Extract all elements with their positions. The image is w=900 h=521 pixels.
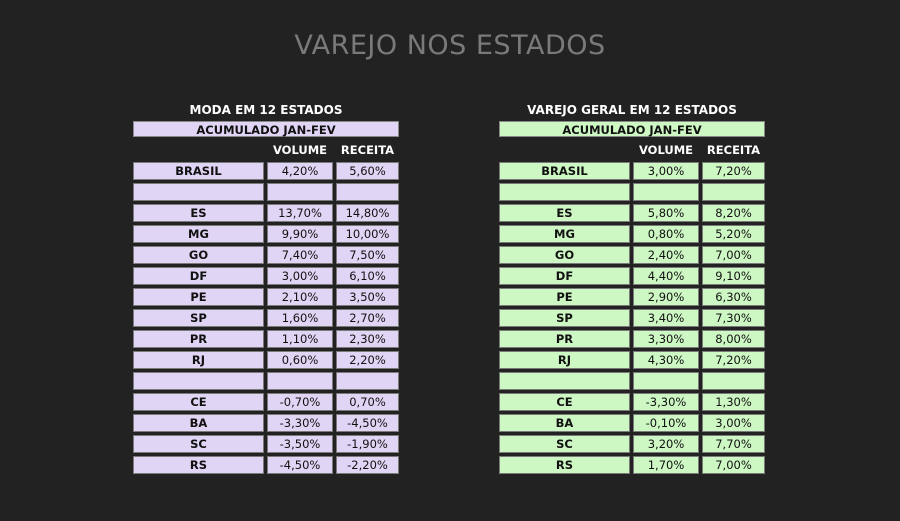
cell-volume: 1,60% [267,309,333,327]
row-label: DF [499,267,630,285]
cell-receita: 0,70% [336,393,399,411]
row-label [499,372,630,390]
cell-receita: -2,20% [336,456,399,474]
table-title: VAREJO GERAL EM 12 ESTADOS [527,103,737,117]
row-label [133,183,264,201]
cell-volume: 3,00% [267,267,333,285]
cell-volume: 2,90% [633,288,699,306]
row-label: PE [133,288,264,306]
cell-receita: 7,70% [702,435,765,453]
row-label: GO [499,246,630,264]
cell-volume: 13,70% [267,204,333,222]
row-label: RS [499,456,630,474]
row-label: CE [499,393,630,411]
cell-receita: 9,10% [702,267,765,285]
cell-volume [633,183,699,201]
cell-volume: 3,30% [633,330,699,348]
cell-receita: 6,30% [702,288,765,306]
cell-receita: 2,70% [336,309,399,327]
cell-volume: 3,00% [633,162,699,180]
row-label: ES [499,204,630,222]
cell-volume: 4,20% [267,162,333,180]
row-label: BRASIL [499,162,630,180]
row-label: RJ [133,351,264,369]
cell-volume: 1,10% [267,330,333,348]
cell-receita: 14,80% [336,204,399,222]
cell-receita: 5,60% [336,162,399,180]
cell-volume: 7,40% [267,246,333,264]
cell-volume: 2,40% [633,246,699,264]
row-label: BA [499,414,630,432]
cell-receita [702,372,765,390]
column-header-volume: VOLUME [638,143,694,157]
cell-volume: 0,80% [633,225,699,243]
cell-receita: 3,00% [702,414,765,432]
cell-volume: 9,90% [267,225,333,243]
cell-receita [702,183,765,201]
cell-volume: -0,70% [267,393,333,411]
column-header-receita: RECEITA [706,143,761,157]
row-label: RJ [499,351,630,369]
cell-volume: 1,70% [633,456,699,474]
cell-volume: 2,10% [267,288,333,306]
cell-volume [267,183,333,201]
cell-receita: -1,90% [336,435,399,453]
row-label: SP [133,309,264,327]
row-label: ES [133,204,264,222]
cell-volume: 3,20% [633,435,699,453]
cell-receita: 5,20% [702,225,765,243]
cell-receita: 6,10% [336,267,399,285]
cell-receita: 3,50% [336,288,399,306]
row-label: BRASIL [133,162,264,180]
row-label: BA [133,414,264,432]
row-label [133,372,264,390]
row-label: DF [133,267,264,285]
cell-receita: 7,30% [702,309,765,327]
cell-volume: 4,40% [633,267,699,285]
page-title: VAREJO NOS ESTADOS [294,30,606,61]
cell-receita: 8,00% [702,330,765,348]
cell-receita: 2,30% [336,330,399,348]
row-label: MG [499,225,630,243]
row-label: MG [133,225,264,243]
cell-volume: -4,50% [267,456,333,474]
cell-receita: 7,20% [702,351,765,369]
cell-volume: 5,80% [633,204,699,222]
row-label: RS [133,456,264,474]
cell-volume: 0,60% [267,351,333,369]
cell-receita: 7,50% [336,246,399,264]
table-title: MODA EM 12 ESTADOS [189,103,343,117]
cell-volume: -3,50% [267,435,333,453]
cell-volume [267,372,333,390]
cell-volume: 3,40% [633,309,699,327]
row-label [499,183,630,201]
cell-receita: -4,50% [336,414,399,432]
cell-receita: 7,00% [702,456,765,474]
cell-volume: 4,30% [633,351,699,369]
column-header-volume: VOLUME [272,143,328,157]
cell-receita [336,372,399,390]
cell-volume: -3,30% [267,414,333,432]
row-label: SC [133,435,264,453]
table-subtitle: ACUMULADO JAN-FEV [499,121,765,137]
row-label: GO [133,246,264,264]
row-label: SP [499,309,630,327]
cell-receita: 2,20% [336,351,399,369]
cell-receita: 10,00% [336,225,399,243]
cell-receita: 7,00% [702,246,765,264]
cell-receita: 8,20% [702,204,765,222]
row-label: SC [499,435,630,453]
row-label: CE [133,393,264,411]
cell-receita [336,183,399,201]
cell-volume: -3,30% [633,393,699,411]
row-label: PR [499,330,630,348]
cell-receita: 1,30% [702,393,765,411]
column-header-receita: RECEITA [340,143,395,157]
row-label: PE [499,288,630,306]
table-subtitle: ACUMULADO JAN-FEV [133,121,399,137]
cell-receita: 7,20% [702,162,765,180]
cell-volume: -0,10% [633,414,699,432]
row-label: PR [133,330,264,348]
cell-volume [633,372,699,390]
